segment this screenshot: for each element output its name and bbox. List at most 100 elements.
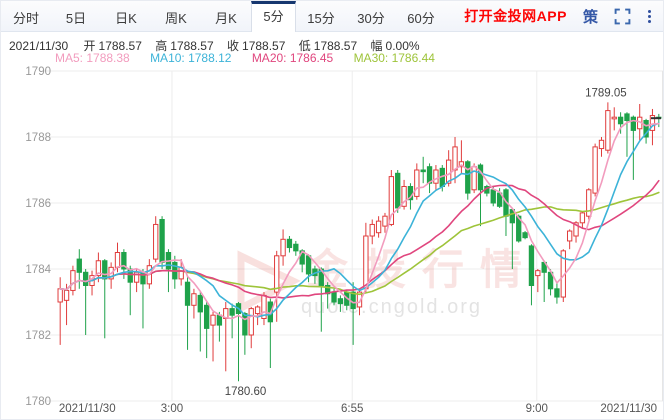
candle[interactable] bbox=[477, 163, 484, 227]
ma5-legend: MA5: 1788.38 bbox=[55, 51, 130, 65]
candle[interactable] bbox=[605, 102, 611, 154]
candle-body bbox=[624, 113, 630, 122]
candle[interactable] bbox=[210, 311, 216, 362]
candle[interactable] bbox=[484, 184, 490, 197]
y-axis-label: 1782 bbox=[25, 330, 51, 342]
candle[interactable] bbox=[458, 140, 465, 174]
candle[interactable] bbox=[656, 113, 662, 128]
candle[interactable] bbox=[554, 282, 560, 304]
candle[interactable] bbox=[102, 259, 108, 339]
candle[interactable] bbox=[592, 143, 598, 197]
candle[interactable] bbox=[566, 229, 573, 250]
candle-body bbox=[401, 186, 407, 207]
candle[interactable] bbox=[528, 244, 535, 306]
candle[interactable] bbox=[191, 288, 197, 319]
candle-body bbox=[197, 294, 203, 313]
candle[interactable] bbox=[82, 269, 89, 335]
candle[interactable] bbox=[388, 170, 395, 227]
candle[interactable] bbox=[573, 221, 579, 243]
kline-svg[interactable]: 1790 1788 1786 1784 1782 1780 2021/11/30 3:00 6:… bbox=[1, 66, 664, 418]
candle[interactable] bbox=[630, 115, 637, 180]
candle-body bbox=[153, 223, 159, 260]
candle[interactable] bbox=[63, 283, 70, 326]
fullscreen-icon[interactable] bbox=[614, 8, 631, 25]
candle[interactable] bbox=[503, 188, 509, 236]
tab-15min[interactable]: 15分 bbox=[307, 11, 335, 26]
candle[interactable] bbox=[465, 160, 471, 200]
ma20-line bbox=[59, 179, 660, 299]
close-label: 收 bbox=[227, 39, 240, 53]
candle[interactable] bbox=[197, 292, 203, 352]
candle[interactable] bbox=[229, 303, 235, 339]
tab-5min[interactable]: 5分 bbox=[251, 1, 296, 32]
candle-body bbox=[293, 243, 299, 252]
candle[interactable] bbox=[522, 231, 528, 240]
candle[interactable] bbox=[76, 249, 82, 289]
candle-body bbox=[522, 232, 528, 239]
candle[interactable] bbox=[369, 219, 375, 245]
candle[interactable] bbox=[153, 216, 159, 263]
candle[interactable] bbox=[140, 269, 146, 329]
candle[interactable] bbox=[127, 265, 133, 316]
candle[interactable] bbox=[401, 179, 407, 210]
candle[interactable] bbox=[535, 269, 541, 293]
candle[interactable] bbox=[184, 275, 191, 350]
candle[interactable] bbox=[382, 212, 388, 233]
candlestick-chart-area[interactable]: 1790 1788 1786 1784 1782 1780 2021/11/30 3:00 6:… bbox=[1, 66, 664, 418]
candle-body bbox=[477, 164, 484, 191]
tab-timeline[interactable]: 分时 bbox=[12, 11, 39, 26]
open-app-link[interactable]: 打开金投网APP bbox=[464, 8, 567, 24]
strategy-button[interactable]: 策 bbox=[582, 8, 598, 26]
candle[interactable] bbox=[363, 222, 369, 293]
candle[interactable] bbox=[274, 250, 280, 322]
candle[interactable] bbox=[598, 137, 605, 157]
candle[interactable] bbox=[223, 302, 229, 372]
candle[interactable] bbox=[541, 260, 547, 302]
candle[interactable] bbox=[293, 240, 299, 256]
candle[interactable] bbox=[286, 236, 293, 253]
candle[interactable] bbox=[433, 165, 439, 190]
candle-body bbox=[363, 235, 369, 290]
tab-weekly-k[interactable]: 周K bbox=[165, 11, 187, 26]
candle[interactable] bbox=[649, 108, 656, 146]
tab-daily-k[interactable]: 日K bbox=[115, 11, 137, 26]
candle-body bbox=[649, 115, 656, 131]
candle[interactable] bbox=[337, 295, 344, 312]
tab-monthly-k[interactable]: 月K bbox=[215, 11, 237, 26]
candle[interactable] bbox=[70, 265, 76, 296]
candle-body bbox=[598, 139, 605, 150]
candle-body bbox=[248, 308, 254, 336]
candle[interactable] bbox=[203, 302, 210, 359]
ma10-line bbox=[59, 122, 660, 318]
candle[interactable] bbox=[261, 292, 267, 326]
tab-5day[interactable]: 5日 bbox=[65, 11, 87, 26]
high-label: 高 bbox=[155, 39, 168, 53]
candle[interactable] bbox=[375, 216, 382, 238]
candle-body bbox=[369, 223, 375, 237]
candle[interactable] bbox=[414, 163, 420, 200]
watermark-brand: 金投行情 bbox=[305, 246, 538, 293]
more-menu-icon[interactable] bbox=[645, 7, 653, 25]
candle-body bbox=[63, 289, 70, 301]
candle-body bbox=[535, 270, 541, 277]
candle[interactable] bbox=[579, 211, 586, 228]
candle[interactable] bbox=[89, 270, 95, 296]
y-axis-label: 1780 bbox=[25, 396, 51, 408]
candle[interactable] bbox=[643, 118, 649, 144]
tab-30min[interactable]: 30分 bbox=[357, 11, 385, 26]
candle[interactable] bbox=[280, 229, 286, 266]
candle[interactable] bbox=[516, 214, 522, 243]
candle[interactable] bbox=[624, 112, 630, 157]
candle[interactable] bbox=[235, 302, 242, 382]
candle[interactable] bbox=[426, 163, 433, 194]
quote-date: 2021/11/30 bbox=[9, 39, 69, 53]
candle[interactable] bbox=[611, 107, 617, 131]
candle[interactable] bbox=[395, 170, 401, 213]
candle-body bbox=[82, 271, 89, 287]
candle[interactable] bbox=[617, 112, 624, 134]
candle[interactable] bbox=[420, 156, 426, 184]
candle[interactable] bbox=[248, 306, 254, 349]
candle[interactable] bbox=[95, 252, 102, 283]
candle-body bbox=[305, 255, 312, 275]
tab-60min[interactable]: 60分 bbox=[407, 11, 435, 26]
